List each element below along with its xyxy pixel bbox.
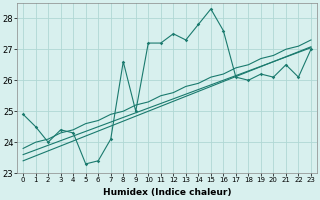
X-axis label: Humidex (Indice chaleur): Humidex (Indice chaleur): [103, 188, 231, 197]
